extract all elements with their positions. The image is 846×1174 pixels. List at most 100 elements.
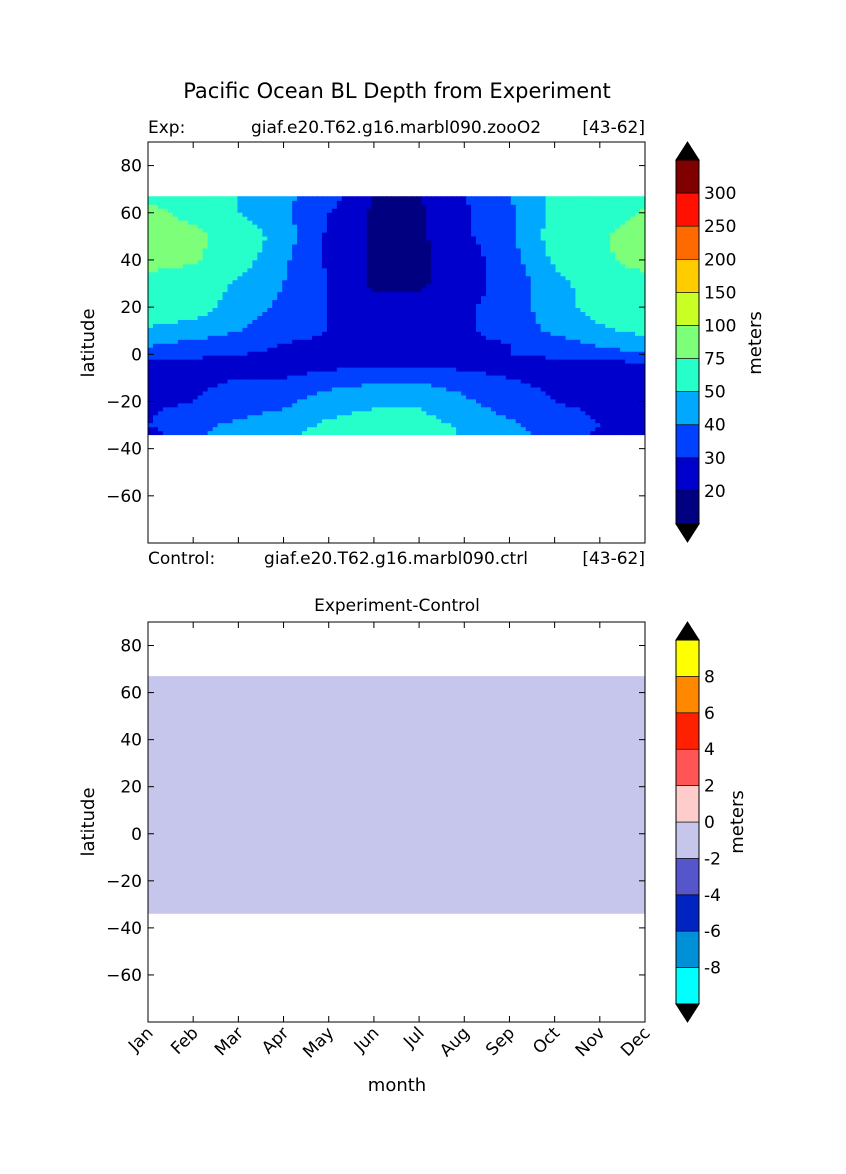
contour-cell [635,410,641,416]
contour-cell [331,382,338,388]
contour-cell [461,295,467,301]
contour-cell [272,426,278,432]
contour-cell [456,243,462,249]
contour-cell [157,331,164,336]
contour-cell [361,370,368,376]
contour-cell [600,315,606,320]
contour-cell [341,259,348,265]
contour-cell [550,275,557,281]
contour-cell [451,422,457,428]
contour-cell [605,347,611,352]
contour-cell [550,299,557,305]
contour-cell [640,426,645,432]
contour-cell [520,366,527,372]
contour-cell [630,351,636,356]
contour-cell [252,382,258,388]
contour-cell [316,287,323,293]
contour-cell [257,359,263,364]
contour-cell [326,386,333,392]
contour-cell [326,315,333,320]
contour-cell [356,406,363,412]
contour-cell [312,366,318,372]
contour-cell [182,235,189,241]
contour-cell [277,374,283,380]
contour-cell [540,370,547,376]
contour-cell [495,315,502,320]
contour-cell [525,359,532,364]
contour-cell [307,239,313,245]
contour-cell [396,259,403,265]
contour-cell [381,331,388,336]
contour-cell [207,382,214,388]
contour-cell [381,390,388,396]
contour-cell [540,394,547,400]
contour-cell [292,430,298,436]
contour-cell [600,402,606,408]
contour-cell [585,303,591,309]
contour-cell [316,347,323,352]
contour-cell [167,251,174,257]
contour-cell [525,271,532,277]
contour-cell [262,283,268,289]
contour-cell [510,430,517,436]
contour-cell [580,315,586,320]
contour-cell [192,335,199,340]
contour-cell [620,323,626,328]
contour-cell [227,283,234,289]
contour-cell [302,402,308,408]
contour-cell [635,366,641,372]
contour-cell [446,315,452,320]
contour-cell [207,235,214,241]
contour-cell [565,235,572,241]
contour-cell [217,279,224,285]
contour-cell [550,335,557,340]
contour-cell [381,307,388,312]
contour-cell [461,307,467,312]
contour-cell [495,259,502,265]
contour-cell [242,398,248,404]
contour-cell [356,315,363,320]
contour-cell [212,263,219,269]
contour-cell [605,366,611,372]
contour-cell [267,255,273,261]
contour-cell [162,303,169,309]
contour-cell [376,263,383,269]
contour-cell [605,406,611,412]
contour-cell [297,323,303,328]
contour-cell [446,402,452,408]
contour-cell [386,366,393,372]
contour-cell [565,378,572,384]
contour-cell [625,355,631,360]
contour-cell [312,347,318,352]
contour-cell [545,263,552,269]
contour-cell [361,311,368,316]
contour-cell [326,279,333,285]
contour-cell [351,406,358,412]
contour-cell [635,271,641,277]
contour-cell [411,307,417,312]
contour-cell [391,295,398,301]
contour-cell [495,414,502,420]
contour-cell [545,359,552,364]
contour-cell [550,279,557,285]
contour-cell [476,259,482,265]
contour-cell [227,239,234,245]
contour-cell [525,374,532,380]
contour-cell [406,414,413,420]
contour-cell [436,303,442,309]
contour-cell [421,343,427,348]
contour-cell [530,271,537,277]
contour-cell [177,279,184,285]
contour-cell [510,331,517,336]
contour-cell [287,370,293,376]
contour-cell [590,430,596,436]
contour-cell [336,363,343,368]
contour-cell [451,283,457,289]
contour-cell [620,283,626,289]
contour-cell [252,283,258,289]
contour-cell [535,351,542,356]
contour-cell [490,287,497,293]
contour-cell [162,339,169,344]
contour-cell [172,422,179,428]
contour-cell [272,319,278,324]
